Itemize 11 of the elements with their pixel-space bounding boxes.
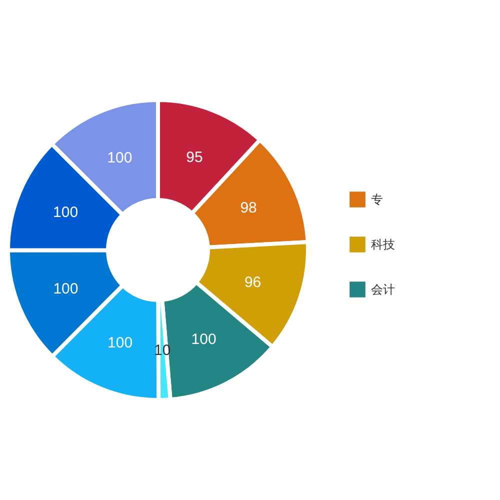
legend-label: 专 — [371, 192, 383, 206]
data-label: 100 — [53, 280, 78, 298]
data-label: 100 — [107, 150, 132, 167]
legend-label: 会计 — [371, 282, 395, 296]
legend-label: 科技 — [371, 238, 395, 252]
data-label: 100 — [53, 204, 78, 221]
data-label: 100 — [108, 334, 133, 352]
data-label: 96 — [244, 274, 262, 291]
data-label: 98 — [240, 200, 257, 217]
data-label: 100 — [191, 330, 216, 348]
data-label: 95 — [186, 148, 203, 166]
